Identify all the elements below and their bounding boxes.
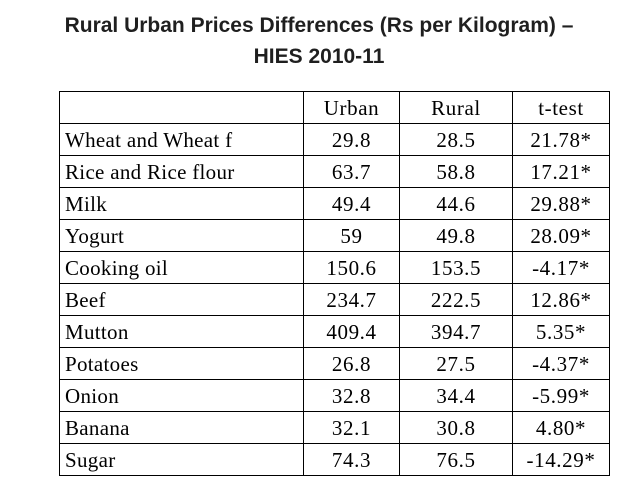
table-row: Beef 234.7 222.5 12.86*: [59, 283, 610, 316]
item-cell: Cooking oil: [59, 251, 304, 284]
item-cell: Onion: [59, 379, 304, 412]
header-row: Urban Rural t-test: [59, 91, 610, 124]
item-cell: Rice and Rice flour: [59, 155, 304, 188]
urban-price-cell: 29.8: [303, 123, 400, 156]
urban-price-cell: 409.4: [303, 315, 400, 348]
rural-price-cell: 394.7: [399, 315, 513, 348]
header-urban: Urban: [303, 91, 400, 124]
table-row: Wheat and Wheat f 29.8 28.5 21.78*: [59, 123, 610, 156]
table-row: Potatoes 26.8 27.5 -4.37*: [59, 347, 610, 380]
item-cell: Potatoes: [59, 347, 304, 380]
ttest-cell: -4.17*: [512, 251, 610, 284]
rural-price-cell: 34.4: [399, 379, 513, 412]
ttest-cell: 21.78*: [512, 123, 610, 156]
item-cell: Sugar: [59, 443, 304, 476]
price-table: Urban Rural t-test Wheat and Wheat f 29.8…: [59, 91, 610, 476]
ttest-cell: 17.21*: [512, 155, 610, 188]
rural-price-cell: 27.5: [399, 347, 513, 380]
item-cell: Beef: [59, 283, 304, 316]
table-row: Rice and Rice flour 63.7 58.8 17.21*: [59, 155, 610, 188]
ttest-cell: 29.88*: [512, 187, 610, 220]
ttest-cell: 4.80*: [512, 411, 610, 444]
rural-price-cell: 58.8: [399, 155, 513, 188]
urban-price-cell: 32.8: [303, 379, 400, 412]
urban-price-cell: 63.7: [303, 155, 400, 188]
table-row: Banana 32.1 30.8 4.80*: [59, 411, 610, 444]
item-cell: Mutton: [59, 315, 304, 348]
ttest-cell: -14.29*: [512, 443, 610, 476]
urban-price-cell: 234.7: [303, 283, 400, 316]
rural-price-cell: 222.5: [399, 283, 513, 316]
table-row: Yogurt 59 49.8 28.09*: [59, 219, 610, 252]
item-cell: Milk: [59, 187, 304, 220]
urban-price-cell: 150.6: [303, 251, 400, 284]
urban-price-cell: 32.1: [303, 411, 400, 444]
table-row: Onion 32.8 34.4 -5.99*: [59, 379, 610, 412]
table-row: Cooking oil 150.6 153.5 -4.17*: [59, 251, 610, 284]
header-item: [59, 91, 304, 124]
ttest-cell: -5.99*: [512, 379, 610, 412]
urban-price-cell: 49.4: [303, 187, 400, 220]
title-line-2: HIES 2010-11: [253, 45, 385, 68]
rural-price-cell: 153.5: [399, 251, 513, 284]
table-row: Mutton 409.4 394.7 5.35*: [59, 315, 610, 348]
table-row: Milk 49.4 44.6 29.88*: [59, 187, 610, 220]
item-cell: Yogurt: [59, 219, 304, 252]
urban-price-cell: 26.8: [303, 347, 400, 380]
rural-price-cell: 28.5: [399, 123, 513, 156]
item-cell: Banana: [59, 411, 304, 444]
rural-price-cell: 44.6: [399, 187, 513, 220]
slide-title: Rural Urban Prices Differences (Rs per K…: [0, 10, 638, 72]
rural-price-cell: 76.5: [399, 443, 513, 476]
ttest-cell: 12.86*: [512, 283, 610, 316]
table-row: Sugar 74.3 76.5 -14.29*: [59, 443, 610, 476]
item-cell: Wheat and Wheat f: [59, 123, 304, 156]
ttest-cell: -4.37*: [512, 347, 610, 380]
header-ttest: t-test: [512, 91, 610, 124]
ttest-cell: 28.09*: [512, 219, 610, 252]
rural-price-cell: 49.8: [399, 219, 513, 252]
header-rural: Rural: [399, 91, 513, 124]
rural-price-cell: 30.8: [399, 411, 513, 444]
urban-price-cell: 74.3: [303, 443, 400, 476]
title-line-1: Rural Urban Prices Differences (Rs per K…: [64, 14, 574, 37]
ttest-cell: 5.35*: [512, 315, 610, 348]
urban-price-cell: 59: [303, 219, 400, 252]
